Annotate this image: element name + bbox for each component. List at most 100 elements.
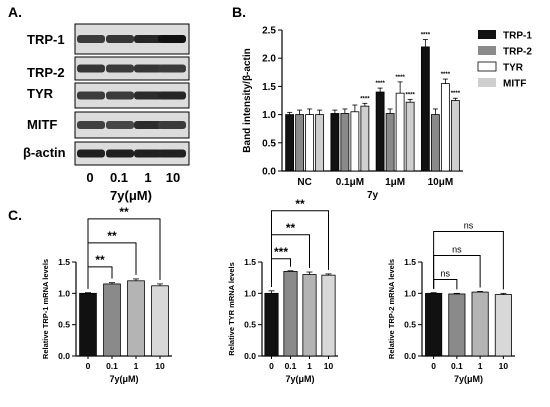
blot-band [158,64,186,73]
legend-label: TRP-2 [503,47,532,58]
western-blot-panel: TRP-1 TRP-2 TYR MITF β-actin 0 0.1 1 10 … [23,23,190,203]
x-tick-label: 1μM [385,177,405,188]
legend-swatch [477,61,497,72]
blot-band [134,149,162,158]
legend-swatch [478,46,496,55]
significance-bracket [433,230,504,290]
bar [295,114,305,172]
bar [448,293,466,357]
bar [330,113,340,172]
blot-band [106,91,134,100]
y-tick-label: 1.5 [244,257,256,267]
bar [471,291,489,357]
legend-swatch [478,30,496,39]
bar [430,114,440,172]
x-tick-label: 0.1 [106,361,118,371]
trp2-mrna-chart: 0.0 0.5 1.0 1.5 Relative TRP-2 mRNA levels 0 0… [387,220,515,384]
band-intensity-chart: 0.0 0.5 1.0 1.5 2.0 2.5 Band intensity/β-actin… [242,26,532,202]
blot-lane-label: 0 [86,170,93,185]
bar [127,280,145,357]
panel-label-c: C. [8,207,22,223]
bar [450,100,460,172]
legend-label: TYR [503,63,524,74]
blot-row-label: TYR [27,86,54,101]
blot-band [134,91,162,100]
legend-label: TRP-1 [503,31,532,42]
blot-band [77,35,105,43]
bar [375,91,385,172]
y-tick-label: 0.0 [404,351,416,361]
x-axis-label: 7y(μM) [109,374,138,384]
blot-x-label: 7y(μM) [110,188,152,203]
x-tick-label: 0.1μM [336,177,364,188]
bar [420,46,430,172]
y-tick-label: 0.0 [58,351,70,361]
blot-band [134,64,162,73]
x-axis-label: 7y [367,190,379,201]
bar [151,285,169,357]
y-tick-label: 2.0 [262,54,276,65]
significance-label: **** [405,92,415,98]
significance-label: **** [375,81,385,87]
y-tick-label: 0.5 [262,138,276,149]
significance-bracket [433,278,458,290]
significance-label: ** [107,229,117,243]
bar [385,113,395,172]
blot-band [158,91,186,100]
x-axis-label: 7y(μM) [454,374,483,384]
bar [285,114,295,172]
x-tick-label: 1 [307,361,312,371]
bar [264,292,279,357]
bar [360,105,370,172]
tyr-mrna-chart: 0.0 0.5 1.0 1.5 Relative TYR mRNA levels 0 0.1… [227,197,338,384]
significance-label: **** [421,33,431,39]
legend-swatch [478,78,496,87]
bar [321,274,336,357]
y-tick-label: 0.0 [262,167,276,178]
y-axis-label: Relative TYR mRNA levels [227,262,236,356]
x-tick-label: 10 [155,361,165,371]
blot-band [77,64,105,73]
bar [340,113,350,172]
y-tick-label: 2.5 [262,26,276,37]
blot-band [106,35,134,43]
x-tick-label: 10 [499,361,509,371]
blot-lane-label: 0.1 [110,170,128,185]
blot-band [106,121,134,129]
legend-label: MITF [503,79,526,90]
blot-band [77,121,105,129]
blot-band [77,91,105,100]
y-tick-label: 0.5 [404,320,416,330]
bar [425,292,443,357]
significance-bracket [87,218,161,289]
blot-lane-label: 1 [144,170,151,185]
panel-label-b: B. [232,4,246,20]
bar [405,101,415,172]
x-tick-label: 0.1 [285,361,297,371]
significance-label: **** [395,75,405,81]
y-tick-label: 0.5 [58,320,70,330]
blot-band [134,121,162,129]
blot-row-label: TRP-2 [27,65,65,80]
blot-band [158,35,186,43]
significance-bracket [271,210,329,287]
x-axis-label: 7y(μM) [285,374,314,384]
blot-band [106,149,134,158]
blot-band [158,121,186,129]
x-tick-label: NC [297,177,311,188]
significance-label: ns [452,244,462,254]
x-tick-label: 10 [324,361,334,371]
bar [395,92,405,172]
bar [103,283,121,357]
y-tick-label: 0.0 [244,351,256,361]
panel-label-a: A. [8,4,22,20]
bar [440,83,450,172]
bar [305,114,315,172]
y-tick-label: 1.0 [58,288,70,298]
x-tick-label: 10μM [428,177,454,188]
blot-band [77,149,105,158]
bar [302,274,317,357]
x-tick-label: 0 [431,361,436,371]
x-tick-label: 0.1 [451,361,463,371]
